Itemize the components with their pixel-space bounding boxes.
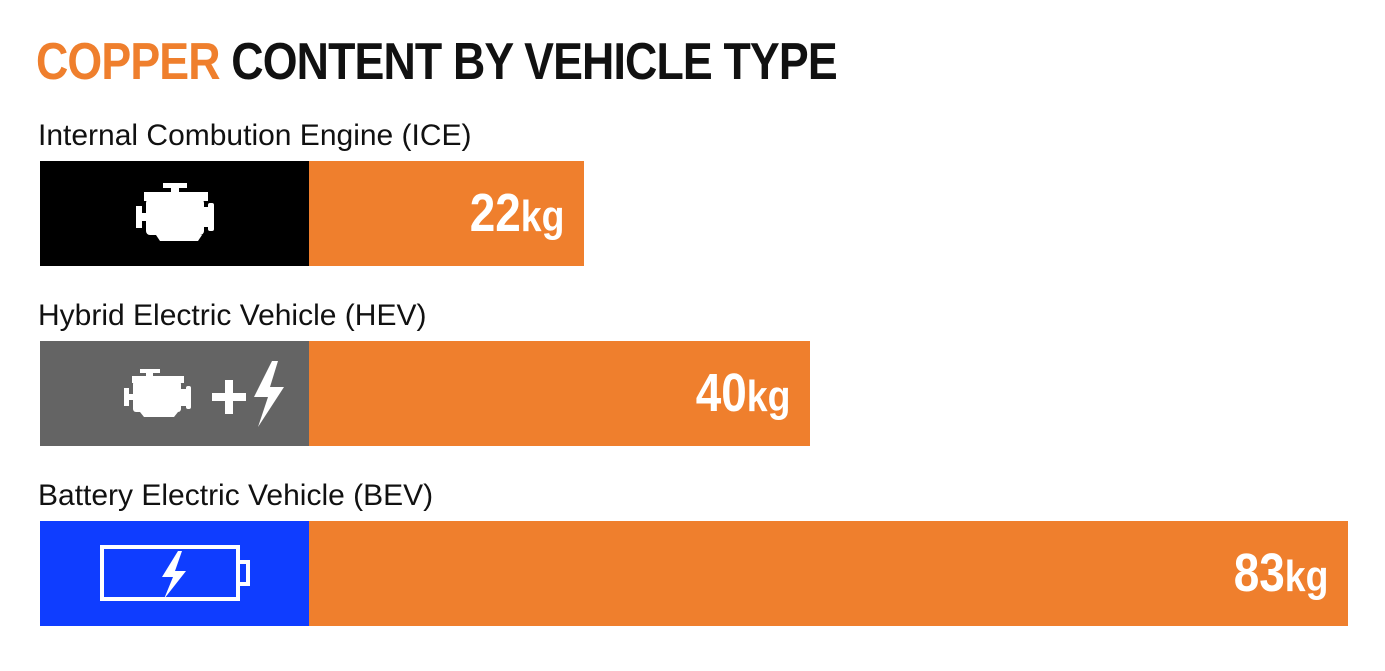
row-label-ice: Internal Combution Engine (ICE) (38, 119, 472, 152)
engine-icon (136, 183, 214, 241)
icon-box-hev (40, 341, 309, 446)
value-unit-ice: kg (520, 192, 564, 241)
value-label-bev: 83kg (1233, 521, 1328, 626)
row-label-hev: Hybrid Electric Vehicle (HEV) (38, 299, 427, 332)
engine-plus-lightning-icon (124, 361, 284, 427)
bar-bev: 83kg (309, 521, 1348, 626)
value-number-bev: 83 (1233, 543, 1285, 603)
bar-hev: 40kg (309, 341, 810, 446)
chart-title: COPPER CONTENT BY VEHICLE TYPE (36, 30, 838, 94)
value-label-ice: 22kg (469, 161, 564, 266)
icon-box-ice (40, 161, 309, 266)
value-unit-hev: kg (746, 372, 790, 421)
bar-ice: 22kg (309, 161, 584, 266)
value-number-hev: 40 (695, 363, 747, 423)
value-label-hev: 40kg (695, 341, 790, 446)
row-label-bev: Battery Electric Vehicle (BEV) (38, 479, 434, 512)
value-number-ice: 22 (469, 183, 521, 243)
chart-title-rest: CONTENT BY VEHICLE TYPE (219, 33, 837, 91)
battery-lightning-icon (100, 545, 250, 601)
chart-title-highlight: COPPER (36, 33, 221, 91)
value-unit-bev: kg (1284, 552, 1328, 601)
icon-box-bev (40, 521, 309, 626)
